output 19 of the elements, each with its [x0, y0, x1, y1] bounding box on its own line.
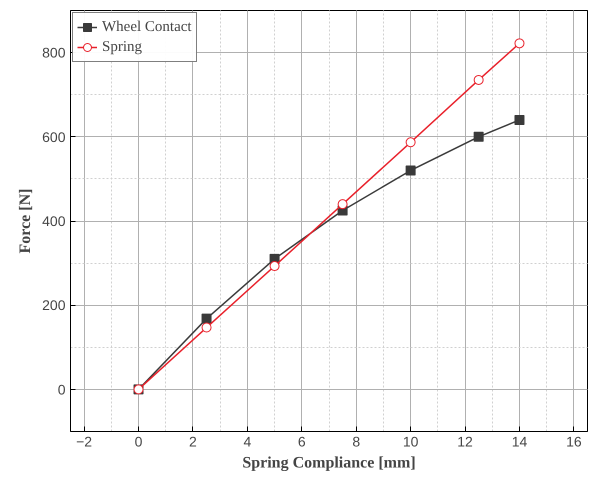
y-tick-label: 200	[42, 297, 66, 314]
x-tick-label: 10	[402, 434, 419, 450]
legend-label: Wheel Contact	[102, 18, 192, 36]
x-tick-label: 6	[298, 434, 306, 450]
x-tick-label: 0	[134, 434, 143, 450]
x-tick-label: 2	[189, 434, 198, 450]
x-tick-label: 12	[457, 434, 474, 450]
y-tick-label: 400	[42, 213, 66, 229]
y-tick-label: 800	[42, 44, 66, 61]
y-tick-label: 600	[42, 128, 66, 145]
x-tick-label: 16	[566, 434, 582, 450]
y-tick-label: 0	[58, 381, 66, 398]
y-axis-title: Force [N]	[17, 188, 34, 254]
x-tick-label: 4	[243, 434, 252, 450]
legend-label: Spring	[102, 38, 142, 56]
x-tick-label: 8	[352, 434, 360, 450]
x-tick-label: 14	[512, 434, 528, 450]
x-tick-label: −2	[76, 434, 92, 450]
x-axis-title: Spring Compliance [mm]	[242, 454, 416, 472]
